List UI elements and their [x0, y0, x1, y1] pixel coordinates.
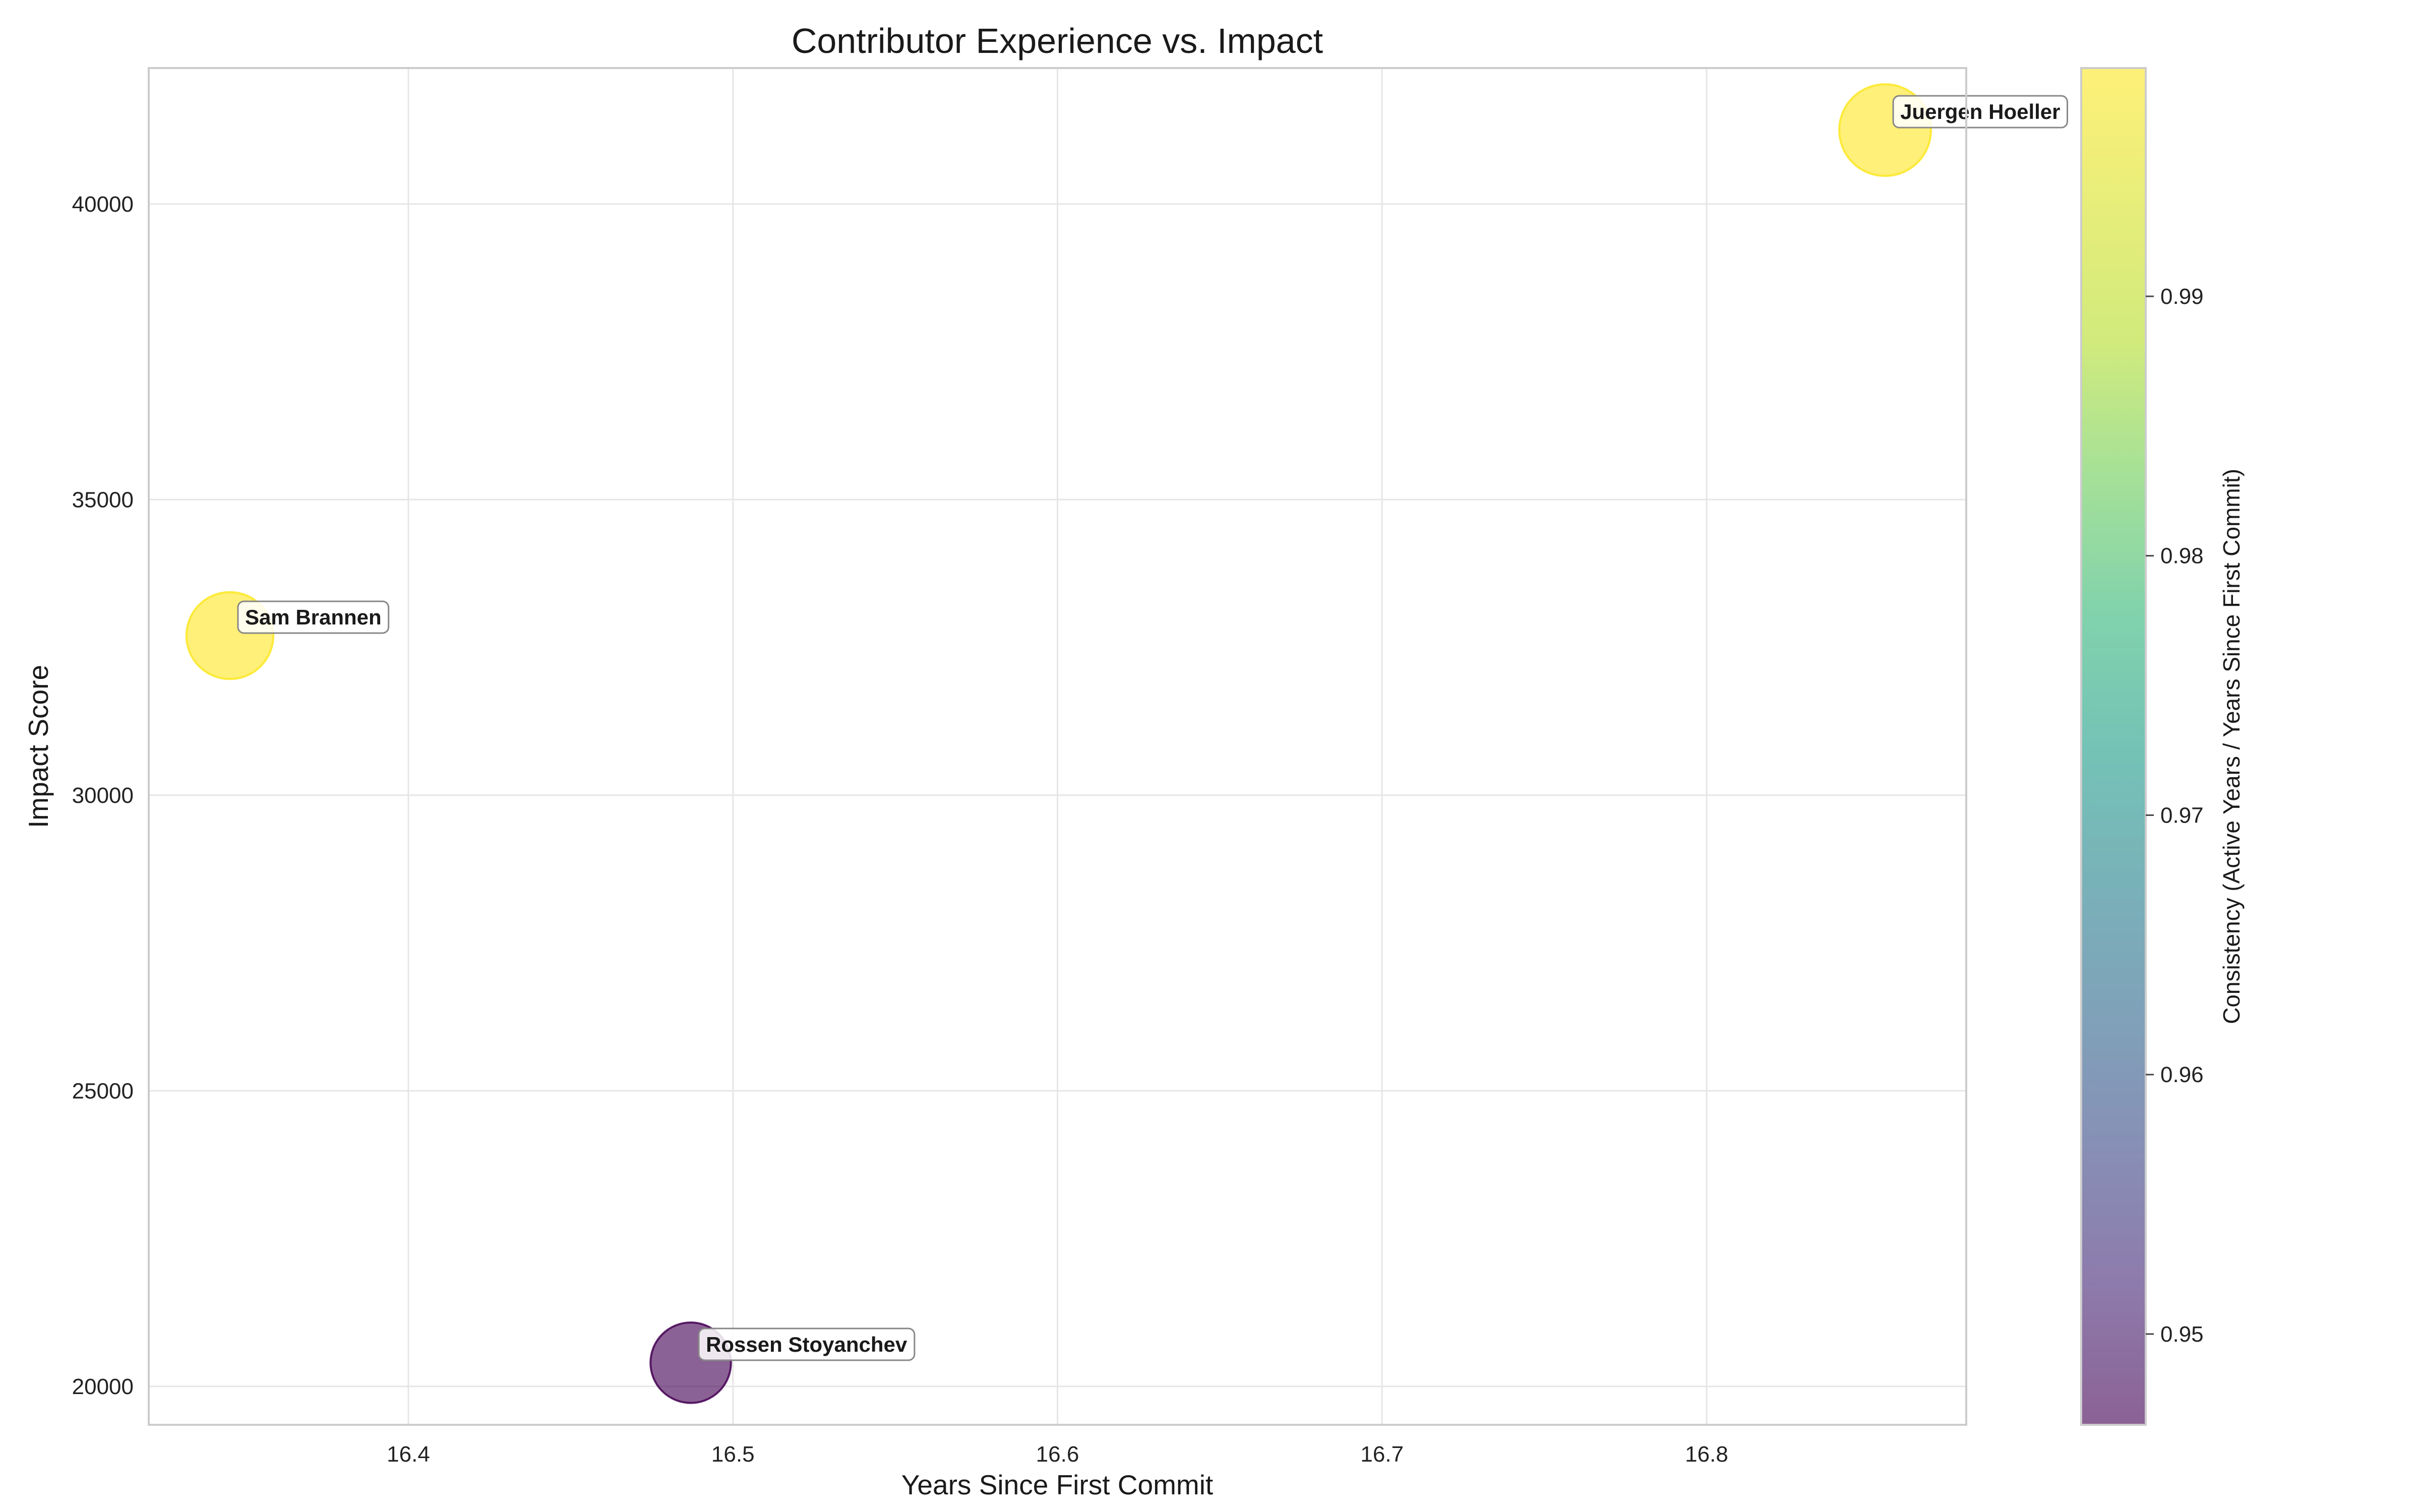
- x-tick-label: 16.4: [387, 1442, 430, 1467]
- grid: [149, 68, 1966, 1425]
- x-tick-labels: 16.4 16.5 16.6 16.7 16.8: [387, 1442, 1728, 1467]
- x-tick-label: 16.6: [1036, 1442, 1079, 1467]
- y-tick-label: 40000: [72, 192, 134, 217]
- y-tick-label: 20000: [72, 1374, 134, 1399]
- y-tick-labels: 20000 25000 30000 35000 40000: [72, 192, 134, 1399]
- annotation-label: Sam Brannen: [245, 605, 382, 629]
- colorbar-tick-label: 0.95: [2160, 1322, 2204, 1347]
- annotation-box: [698, 1328, 916, 1361]
- x-tick-label: 16.8: [1685, 1442, 1728, 1467]
- point-annotation: Rossen Stoyanchev: [698, 1328, 916, 1361]
- annotation-label: Juergen Hoeller: [1900, 100, 2060, 123]
- x-axis-label: Years Since First Commit: [901, 1469, 1213, 1500]
- scatter-points: [185, 83, 1932, 1404]
- colorbar-tick-label: 0.97: [2160, 803, 2204, 828]
- annotation-box: [1892, 95, 2069, 129]
- colorbar-frame: [2080, 67, 2147, 1426]
- plot-frame: [148, 67, 1967, 1426]
- annotation-label: Rossen Stoyanchev: [706, 1333, 908, 1356]
- x-tick-label: 16.7: [1360, 1442, 1404, 1467]
- point-annotation: Juergen Hoeller: [1892, 95, 2069, 129]
- colorbar-tick-label: 0.98: [2160, 544, 2204, 569]
- y-tick-label: 25000: [72, 1079, 134, 1103]
- chart-title: Contributor Experience vs. Impact: [792, 21, 1323, 60]
- point-annotations: Sam Brannen Rossen Stoyanchev Juergen Hoel…: [237, 95, 2069, 1361]
- y-tick-label: 35000: [72, 487, 134, 512]
- colorbar-label: Consistency (Active Years / Years Since …: [2218, 469, 2245, 1024]
- annotation-box: [237, 600, 390, 634]
- colorbar-tick-labels: 0.95 0.96 0.97 0.98 0.99: [2146, 284, 2204, 1347]
- point-annotation: Sam Brannen: [237, 600, 390, 634]
- y-axis-label: Impact Score: [23, 665, 54, 828]
- colorbar: [2081, 68, 2146, 1425]
- y-tick-label: 30000: [72, 783, 134, 808]
- colorbar-tick-label: 0.96: [2160, 1062, 2204, 1087]
- colorbar-tick-label: 0.99: [2160, 284, 2204, 309]
- x-tick-label: 16.5: [711, 1442, 755, 1467]
